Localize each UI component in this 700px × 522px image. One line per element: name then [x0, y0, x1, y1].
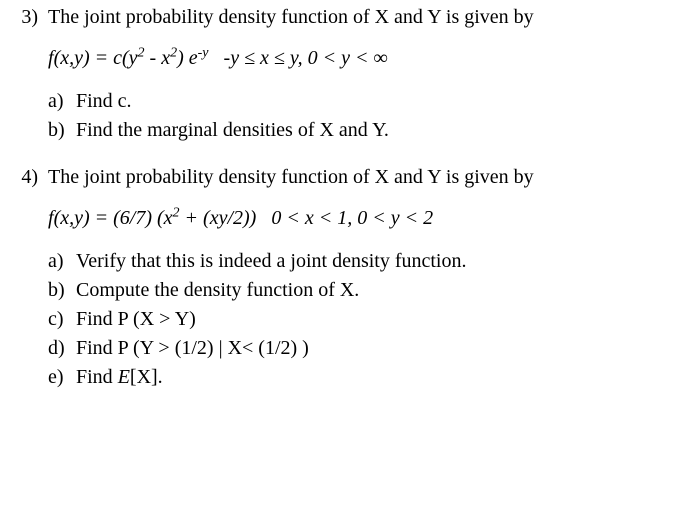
part-b: b) Compute the density function of X.: [48, 277, 692, 304]
part-label: c): [48, 306, 76, 333]
problem-parts: a) Verify that this is indeed a joint de…: [48, 248, 692, 391]
part-text: Verify that this is indeed a joint densi…: [76, 248, 467, 275]
problem-4: 4) The joint probability density functio…: [4, 164, 692, 393]
part-text: Find c.: [76, 88, 132, 115]
part-d: d) Find P (Y > (1/2) | X< (1/2) ): [48, 335, 692, 362]
problem-formula: f(x,y) = c(y2 - x2) e-y -y ≤ x ≤ y, 0 < …: [48, 45, 692, 72]
problem-body: The joint probability density function o…: [48, 4, 692, 146]
problem-3: 3) The joint probability density functio…: [4, 4, 692, 146]
part-text: Find E[X].: [76, 364, 163, 391]
part-a: a) Verify that this is indeed a joint de…: [48, 248, 692, 275]
problem-formula: f(x,y) = (6/7) (x2 + (xy/2)) 0 < x < 1, …: [48, 205, 692, 232]
part-text: Find P (X > Y): [76, 306, 196, 333]
problem-number: 4): [4, 164, 48, 393]
part-a: a) Find c.: [48, 88, 692, 115]
part-e: e) Find E[X].: [48, 364, 692, 391]
problem-stem: The joint probability density function o…: [48, 164, 692, 191]
part-text: Find the marginal densities of X and Y.: [76, 117, 389, 144]
problem-parts: a) Find c. b) Find the marginal densitie…: [48, 88, 692, 144]
part-text: Find P (Y > (1/2) | X< (1/2) ): [76, 335, 309, 362]
part-label: b): [48, 277, 76, 304]
problem-stem: The joint probability density function o…: [48, 4, 692, 31]
part-b: b) Find the marginal densities of X and …: [48, 117, 692, 144]
part-label: a): [48, 88, 76, 115]
problem-body: The joint probability density function o…: [48, 164, 692, 393]
part-label: a): [48, 248, 76, 275]
part-label: e): [48, 364, 76, 391]
page: 3) The joint probability density functio…: [0, 0, 700, 415]
part-c: c) Find P (X > Y): [48, 306, 692, 333]
part-label: b): [48, 117, 76, 144]
part-label: d): [48, 335, 76, 362]
part-text: Compute the density function of X.: [76, 277, 359, 304]
problem-number: 3): [4, 4, 48, 146]
